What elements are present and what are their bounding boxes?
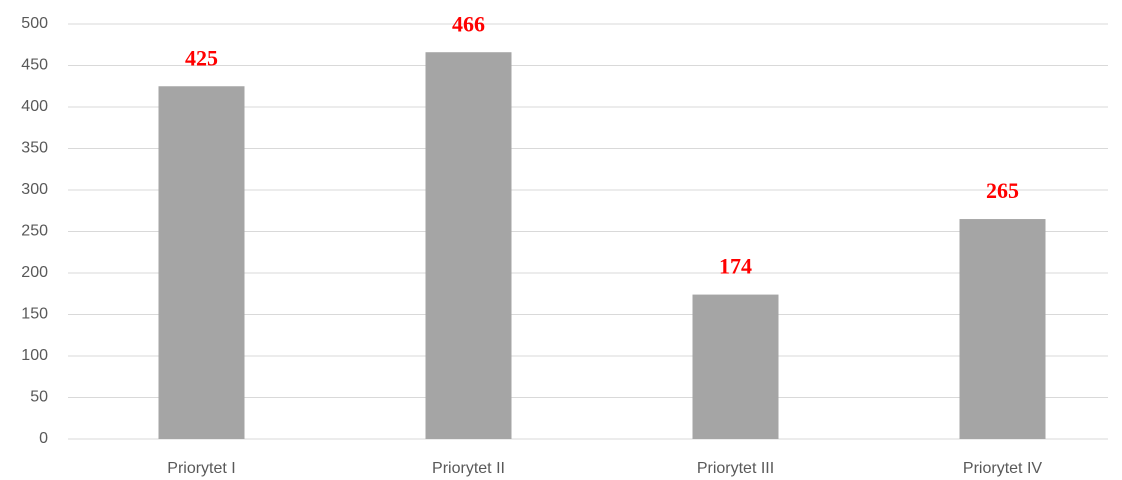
x-tick-label: Priorytet II [432,460,505,477]
y-tick-label: 250 [21,223,48,240]
y-tick-label: 450 [21,57,48,74]
y-tick-label: 100 [21,347,48,364]
y-tick-label: 0 [39,430,48,447]
y-tick-label: 350 [21,140,48,157]
bar [425,52,512,439]
x-tick-label: Priorytet I [167,460,235,477]
y-tick-label: 200 [21,264,48,281]
y-tick-label: 50 [30,389,48,406]
y-tick-label: 300 [21,181,48,198]
bar [692,294,779,439]
data-label: 265 [986,178,1019,203]
y-tick-label: 500 [21,15,48,32]
y-tick-label: 400 [21,98,48,115]
data-label: 425 [185,45,218,70]
x-tick-label: Priorytet III [697,460,774,477]
x-tick-label: Priorytet IV [963,460,1042,477]
y-tick-label: 150 [21,306,48,323]
bar [158,86,245,439]
data-label: 466 [452,11,485,36]
bar [959,219,1046,439]
data-label: 174 [719,254,752,279]
